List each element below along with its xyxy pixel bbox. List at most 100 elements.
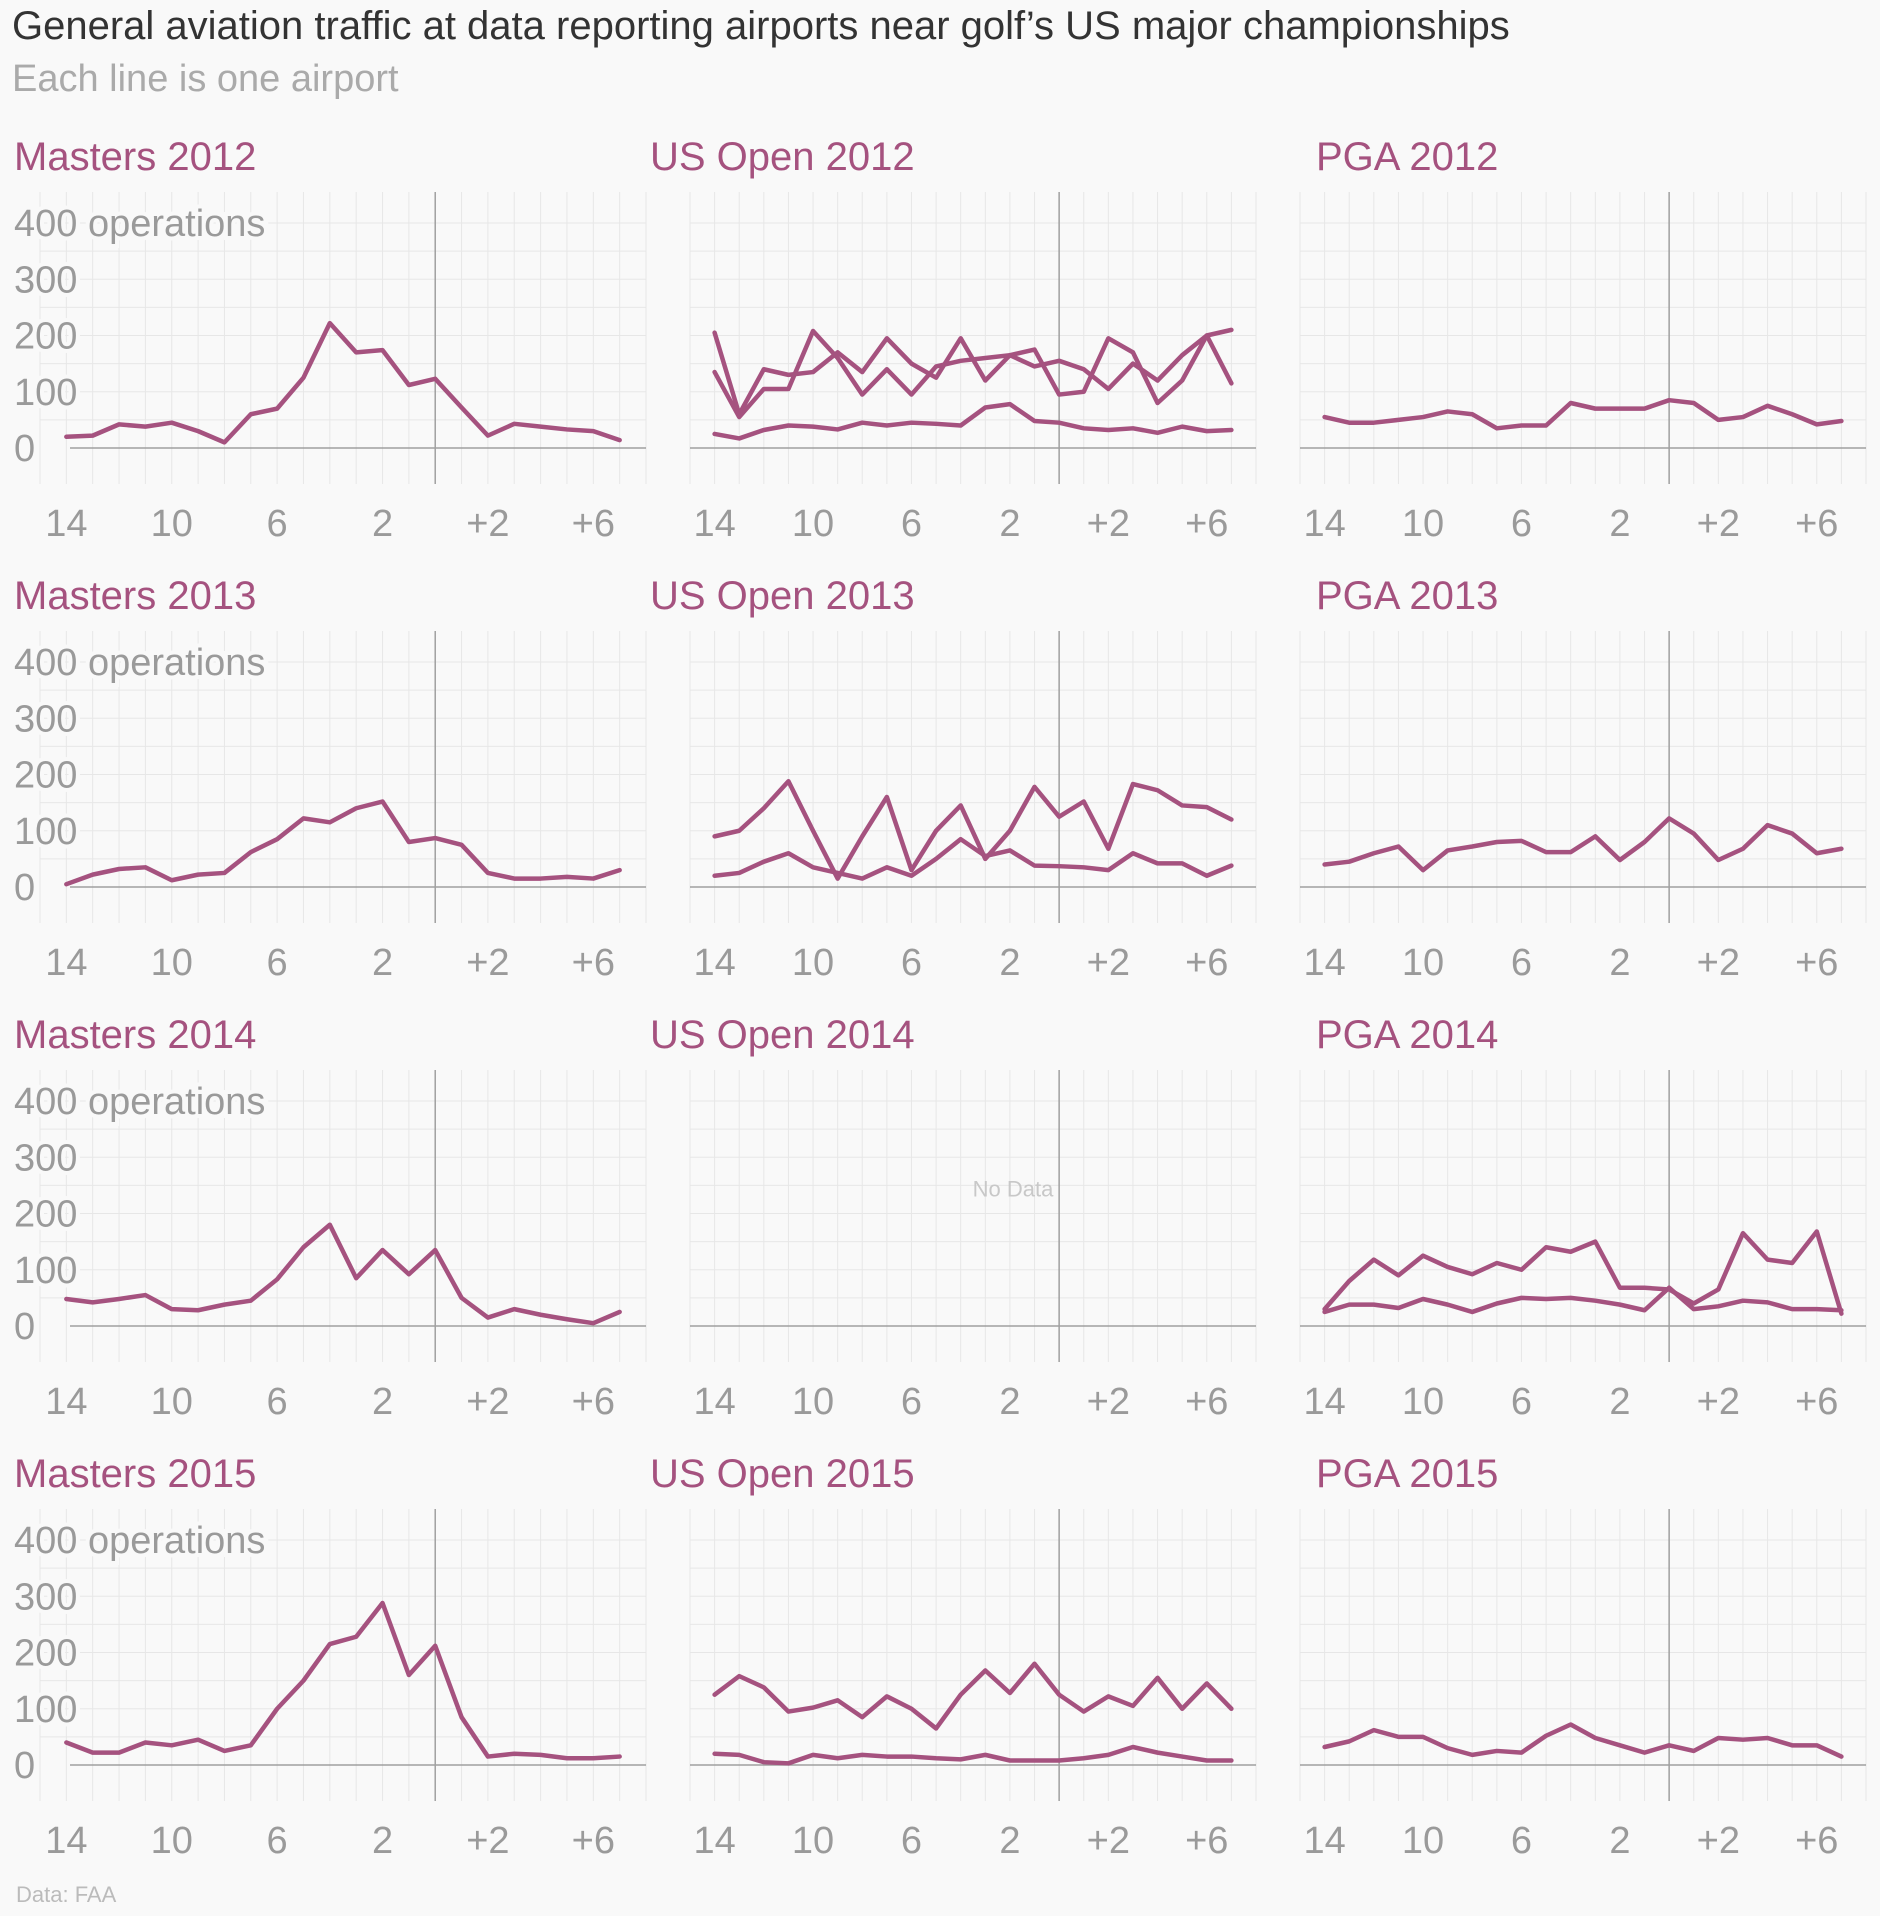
y-tick-label: 100 [14, 1689, 77, 1731]
panel-pga-2012: 14 10 6 2 +2 +6 PGA 2012 [1299, 135, 1867, 545]
x-tick-label: +2 [1697, 1381, 1740, 1423]
airport-series-line [64, 320, 622, 445]
x-tick-label: 10 [1402, 942, 1444, 984]
no-data-label: No Data [973, 1177, 1054, 1202]
panel-title: Masters 2012 [14, 135, 256, 179]
y-tick-label: 300 [14, 1576, 77, 1618]
panel-title: PGA 2014 [1316, 1013, 1498, 1057]
x-tick-label: 6 [1511, 503, 1532, 545]
panel-pga-2014: 14 10 6 2 +2 +6 PGA 2014 [1299, 1013, 1867, 1423]
x-tick-label: 10 [792, 503, 834, 545]
x-tick-label: 10 [151, 503, 193, 545]
x-tick-label: +2 [1697, 503, 1740, 545]
panel-pga-2015: 14 10 6 2 +2 +6 PGA 2015 [1299, 1452, 1867, 1862]
x-tick-label: 14 [45, 503, 87, 545]
x-tick-label: +2 [1697, 942, 1740, 984]
airport-series-line [1322, 816, 1844, 873]
airport-series-line [64, 1600, 622, 1761]
airport-series-line [712, 330, 1234, 417]
panel-title: PGA 2015 [1316, 1452, 1498, 1496]
chart-title: General aviation traffic at data reporti… [12, 4, 1510, 48]
x-tick-label: 2 [1609, 1820, 1630, 1862]
airport-series-line [712, 779, 1234, 881]
panel-title: Masters 2014 [14, 1013, 256, 1057]
x-tick-label: 6 [901, 942, 922, 984]
x-tick-label: 10 [792, 1820, 834, 1862]
y-tick-label: 200 [14, 1194, 77, 1236]
x-tick-label: +6 [1795, 1381, 1838, 1423]
x-tick-label: 14 [693, 1381, 735, 1423]
panel-masters-2013: 0 100 200 300 400 operations 14 10 6 2 +2 +6 Master… [10, 574, 647, 984]
y-tick-label: 100 [14, 372, 77, 414]
x-tick-label: 6 [1511, 1381, 1532, 1423]
y-tick-label: 0 [14, 867, 35, 909]
x-tick-label: 14 [45, 1381, 87, 1423]
x-tick-label: +2 [466, 503, 509, 545]
x-tick-label: 6 [901, 1820, 922, 1862]
x-tick-label: +6 [572, 942, 615, 984]
y-tick-label: 100 [14, 1250, 77, 1292]
x-tick-label: 6 [1511, 1820, 1532, 1862]
x-tick-label: 2 [999, 1820, 1020, 1862]
x-tick-label: 2 [999, 503, 1020, 545]
x-tick-label: 2 [372, 1820, 393, 1862]
y-tick-label: 300 [14, 698, 77, 740]
x-tick-label: 2 [372, 942, 393, 984]
panel-masters-2015: 0 100 200 300 400 operations 14 10 6 2 +2 +6 Master… [10, 1452, 647, 1862]
y-tick-label: 300 [14, 1137, 77, 1179]
x-tick-label: 2 [372, 503, 393, 545]
x-tick-label: 6 [267, 1820, 288, 1862]
panel-title: US Open 2012 [650, 135, 915, 179]
panel-title: US Open 2014 [650, 1013, 915, 1057]
panel-us-open-2013: 14 10 6 2 +2 +6 US Open 2013 [650, 574, 1257, 984]
airport-series-line [1322, 1229, 1844, 1316]
x-tick-label: 10 [151, 1381, 193, 1423]
x-tick-label: +2 [466, 1381, 509, 1423]
x-tick-label: 10 [1402, 503, 1444, 545]
panel-title: Masters 2013 [14, 574, 256, 618]
panel-us-open-2012: 14 10 6 2 +2 +6 US Open 2012 [650, 135, 1257, 545]
y-tick-label: 100 [14, 811, 77, 853]
x-tick-label: 14 [1303, 942, 1345, 984]
x-tick-label: +2 [466, 942, 509, 984]
x-tick-label: 10 [151, 1820, 193, 1862]
x-tick-label: +6 [1795, 1820, 1838, 1862]
x-tick-label: +6 [572, 1381, 615, 1423]
x-tick-label: 10 [1402, 1820, 1444, 1862]
y-tick-label: 400 operations [14, 1520, 265, 1562]
airport-series-line [712, 327, 1234, 420]
y-tick-label: 0 [14, 1306, 35, 1348]
x-tick-label: +2 [1087, 1820, 1130, 1862]
x-tick-label: +2 [1087, 942, 1130, 984]
airport-series-line [64, 799, 622, 887]
x-tick-label: 2 [1609, 503, 1630, 545]
x-tick-label: +6 [1185, 1381, 1228, 1423]
x-tick-label: 10 [792, 1381, 834, 1423]
x-tick-label: +6 [1795, 942, 1838, 984]
x-tick-label: 6 [1511, 942, 1532, 984]
airport-series-line [64, 1222, 622, 1326]
x-tick-label: +6 [1795, 503, 1838, 545]
x-tick-label: 14 [693, 1820, 735, 1862]
x-tick-label: 6 [267, 1381, 288, 1423]
x-tick-label: 14 [1303, 1381, 1345, 1423]
x-tick-label: 2 [372, 1381, 393, 1423]
x-tick-label: 14 [45, 942, 87, 984]
y-tick-label: 300 [14, 259, 77, 301]
x-tick-label: 2 [1609, 1381, 1630, 1423]
airport-series-line [712, 401, 1234, 441]
panel-us-open-2015: 14 10 6 2 +2 +6 US Open 2015 [650, 1452, 1257, 1862]
x-tick-label: 6 [901, 503, 922, 545]
y-tick-label: 0 [14, 1745, 35, 1787]
panel-pga-2013: 14 10 6 2 +2 +6 PGA 2013 [1299, 574, 1867, 984]
panel-us-open-2014: 14 10 6 2 +2 +6 US Open 2014 No Data [650, 1013, 1257, 1423]
x-tick-label: +6 [572, 503, 615, 545]
x-tick-label: 10 [1402, 1381, 1444, 1423]
panel-masters-2012: 0 100 200 300 400 operations 14 10 6 2 +2 +6 Master… [10, 135, 647, 545]
x-tick-label: +2 [1697, 1820, 1740, 1862]
airport-series-line [1322, 1722, 1844, 1759]
x-tick-label: +6 [1185, 503, 1228, 545]
panel-title: PGA 2012 [1316, 135, 1498, 179]
x-tick-label: +2 [1087, 1381, 1130, 1423]
x-tick-label: 10 [151, 942, 193, 984]
